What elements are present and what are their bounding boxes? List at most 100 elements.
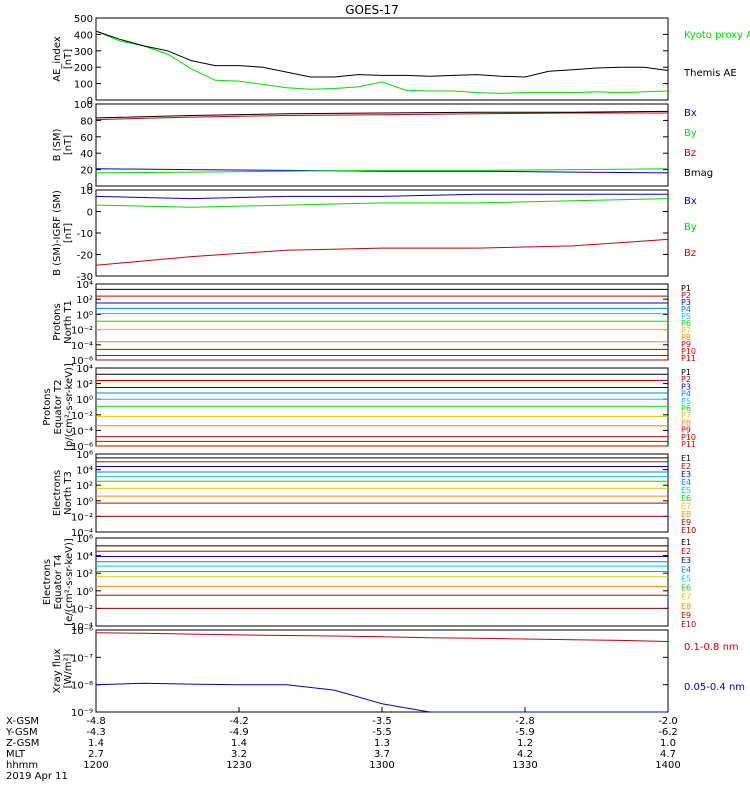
y-tick-label: 10⁴	[76, 280, 93, 291]
channel-label: P6	[681, 404, 691, 413]
y-axis-label-line: B (SM)	[52, 128, 63, 161]
x-row-value: -2.0	[658, 716, 678, 727]
panel-4: 10⁴ 10² 10⁰ 10⁻² 10⁻⁴ 10⁻⁶ ProtonsNorth T1 P1P2…	[52, 280, 696, 367]
y-tick-label: 10⁰	[76, 310, 93, 321]
x-row-value: -2.8	[515, 716, 535, 727]
y-tick-label: 10⁰	[76, 587, 93, 598]
y-tick-label: 10⁻⁴	[71, 528, 93, 539]
x-row-value: 2.7	[88, 749, 104, 760]
y-tick-label: 400	[74, 30, 93, 41]
channel-label: P9	[681, 340, 691, 349]
x-row-label: MLT	[6, 749, 26, 760]
series-line	[95, 168, 669, 174]
y-tick-label: 60	[80, 133, 93, 144]
y-axis-label-line: [e/(cm²-s-sr-keV)]	[64, 538, 75, 626]
y-tick-label: 10⁴	[76, 552, 93, 563]
channel-label: P4	[681, 390, 691, 399]
series-line	[95, 110, 669, 119]
channel-label: P2	[681, 375, 691, 384]
x-row-value: 1.3	[374, 738, 390, 749]
x-row-value: -4.8	[86, 716, 106, 727]
channel-label: P6	[681, 319, 691, 328]
y-axis-label-line: [nT]	[63, 223, 74, 243]
channel-label: E4	[681, 478, 691, 487]
channel-label: P11	[681, 354, 696, 363]
panel-frame	[95, 367, 669, 447]
panel-frame	[95, 537, 669, 627]
legend-label: 0.05-0.4 nm	[684, 682, 745, 693]
y-axis-label-line: Electrons	[52, 470, 63, 516]
y-axis-label-line: Protons	[42, 388, 53, 425]
y-axis-label-line: Equator T4	[53, 555, 64, 610]
channel-label: E2	[681, 547, 691, 556]
x-row-label: Y-GSM	[5, 727, 38, 738]
channel-label: P3	[681, 298, 691, 307]
y-tick-label: -20	[77, 251, 93, 262]
y-tick-label: 10⁶	[76, 450, 93, 461]
channel-label: P9	[681, 426, 691, 435]
y-tick-label: 200	[74, 63, 93, 74]
y-tick-label: 300	[74, 47, 93, 58]
y-tick-label: 10⁻⁶	[71, 442, 93, 453]
x-row-value: 1.4	[231, 738, 247, 749]
channel-label: P5	[681, 312, 691, 321]
channel-label: P7	[681, 326, 691, 335]
x-row-value: 1.4	[88, 738, 104, 749]
x-row-value: 1300	[369, 760, 394, 771]
y-tick-label: 10²	[76, 569, 93, 580]
y-tick-label: 10²	[76, 295, 93, 306]
x-row-value: 1.0	[660, 738, 676, 749]
series-line	[95, 632, 669, 642]
series-line	[95, 30, 669, 94]
channel-label: P4	[681, 305, 691, 314]
y-axis-label-line: Protons	[52, 303, 63, 340]
channel-label: P8	[681, 418, 691, 427]
y-axis-label-line: AE_index	[52, 36, 63, 82]
y-tick-label: 10⁻⁷	[71, 653, 93, 664]
channel-label: E5	[681, 486, 691, 495]
channel-label: E10	[681, 526, 696, 535]
y-tick-label: 10⁻⁸	[71, 681, 93, 692]
y-tick-label: -30	[77, 272, 93, 283]
y-tick-label: 40	[80, 149, 93, 160]
x-row-value: -5.9	[515, 727, 535, 738]
y-axis-label: ProtonsNorth T1	[52, 300, 74, 344]
channel-label: E3	[681, 556, 691, 565]
channel-label: E1	[681, 538, 691, 547]
y-tick-label: 80	[80, 116, 93, 127]
panel-8: 10⁻⁶ 10⁻⁷ 10⁻⁸ 10⁻⁹ Xray flux[W/m²] 0.1-0.8 n…	[52, 626, 745, 719]
legend-label: Bz	[684, 248, 696, 259]
plot-title: GOES-17	[345, 3, 399, 17]
y-tick-label: 10²	[76, 481, 93, 492]
x-row-value: 4.2	[517, 749, 533, 760]
series-line	[95, 238, 669, 266]
channel-label: E3	[681, 470, 691, 479]
y-axis-label-line: [nT]	[63, 135, 74, 155]
y-tick-label: 10⁻⁴	[71, 426, 93, 437]
channel-label: E7	[681, 502, 691, 511]
x-row-value: 1.2	[517, 738, 533, 749]
y-tick-label: 10⁻⁶	[71, 356, 93, 367]
channel-label: P10	[681, 347, 696, 356]
channel-label: E10	[681, 620, 696, 629]
y-tick-label: 10⁴	[76, 466, 93, 477]
y-tick-label: 10⁶	[76, 534, 93, 545]
channel-label: E1	[681, 454, 691, 463]
y-axis-label: Xray flux[W/m²]	[52, 649, 74, 694]
series-line	[95, 30, 669, 78]
x-row-value: -6.2	[658, 727, 678, 738]
y-tick-label: 10⁻²	[71, 604, 93, 615]
channel-label: E6	[681, 584, 691, 593]
y-axis-label: ElectronsNorth T3	[52, 470, 74, 516]
channel-label: E9	[681, 611, 691, 620]
x-row-value: -5.5	[372, 727, 392, 738]
legend-label: Themis AE	[683, 68, 737, 79]
y-axis-label: B (SM)[nT]	[52, 128, 74, 161]
y-axis-label-line: [W/m²]	[63, 653, 74, 688]
panel-frame	[95, 629, 669, 713]
y-tick-label: 10⁻²	[71, 411, 93, 422]
y-tick-label: 10⁻⁴	[71, 622, 93, 633]
